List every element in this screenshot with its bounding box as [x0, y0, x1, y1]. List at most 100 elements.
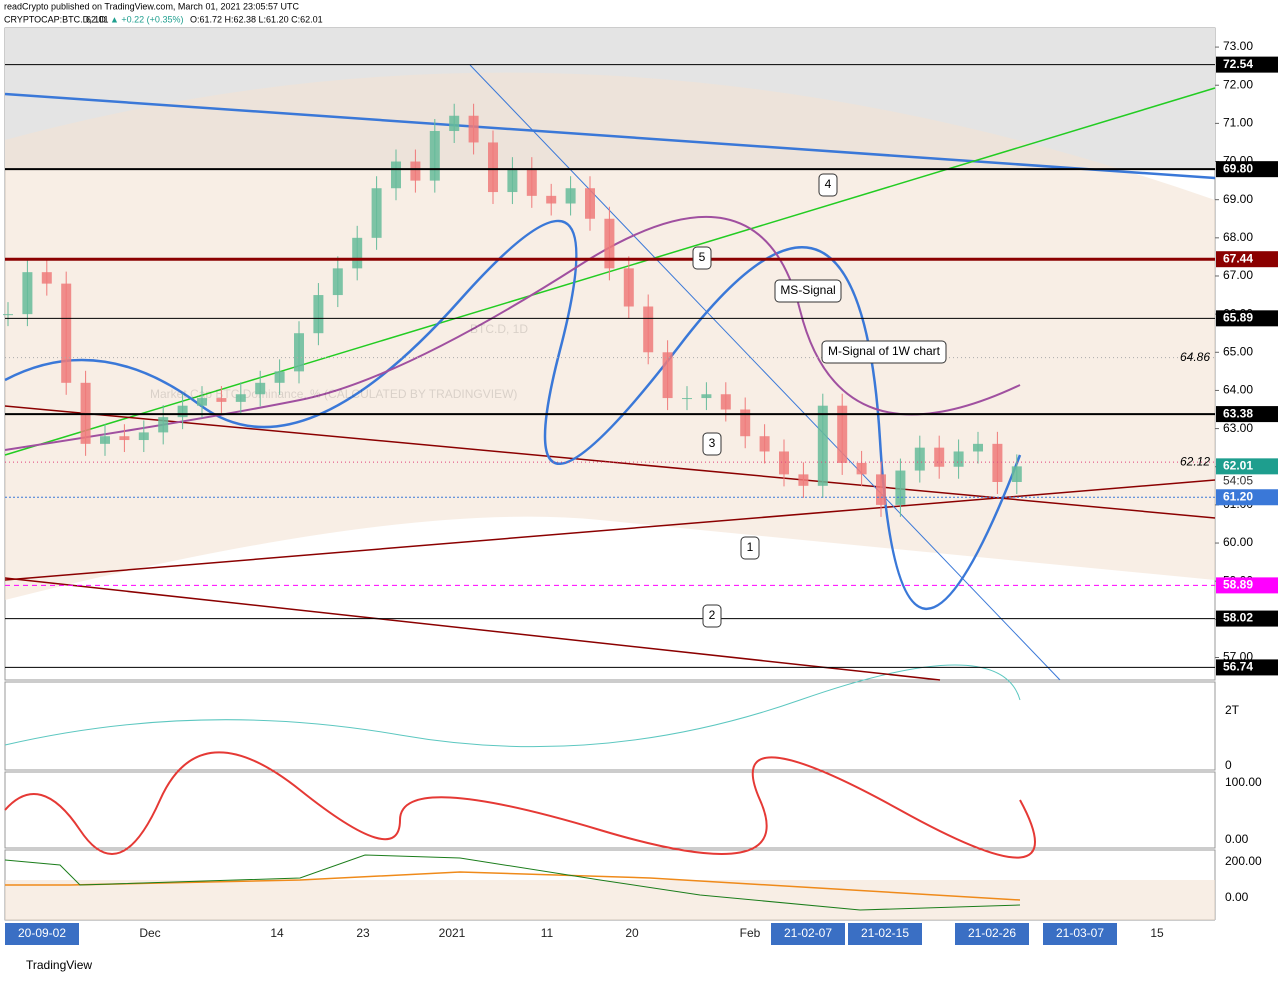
callout: [818, 173, 838, 197]
candle: [992, 443, 1003, 482]
candle: [449, 115, 460, 132]
candle: [779, 451, 789, 475]
price-label-bg: [1216, 610, 1278, 627]
band: [5, 72, 1215, 600]
symbol: CRYPTOCAP:BTC.D, 1D: [4, 14, 106, 24]
y-tick-label: 73.00: [1223, 39, 1253, 53]
price-label-bg: [1216, 56, 1278, 73]
candle: [720, 394, 731, 410]
candle: [895, 470, 906, 505]
y-tick-label: 65.00: [1223, 344, 1253, 358]
x-label: 11: [541, 926, 554, 940]
callout-text: 3: [709, 436, 716, 450]
price-label-bg: [1216, 458, 1278, 475]
price-label: 65.89: [1223, 311, 1253, 325]
price-label-bg: [1216, 406, 1278, 423]
footer: TradingView: [26, 958, 92, 972]
x-label: 21-02-07: [784, 926, 832, 940]
oscillator-line: [4, 751, 1036, 859]
price-label: 58.02: [1223, 611, 1253, 625]
candle: [623, 268, 634, 307]
callout: [702, 604, 722, 628]
price-label: 69.80: [1223, 161, 1253, 175]
panel-label: 0: [1225, 758, 1232, 772]
date-box: [771, 923, 845, 945]
candle: [798, 474, 809, 486]
callout-text: 5: [699, 250, 706, 264]
candle: [934, 447, 945, 467]
candle: [138, 432, 149, 441]
candle: [1011, 466, 1022, 482]
panel-label: 0.00: [1225, 890, 1249, 904]
candle: [197, 398, 207, 406]
price-label: 61.20: [1223, 489, 1253, 503]
x-label: 21-02-15: [861, 926, 909, 940]
price-label: 62.01: [1223, 459, 1253, 473]
candle: [643, 306, 654, 353]
y-tick-label: 68.00: [1223, 230, 1253, 244]
callout: [774, 279, 842, 303]
price-label: 63.38: [1223, 406, 1253, 420]
price-label-bg: [1216, 161, 1278, 178]
candle: [294, 333, 304, 372]
date-box: [848, 923, 922, 945]
candle: [837, 405, 848, 463]
corner: [1215, 920, 1280, 950]
candle: [856, 462, 867, 475]
callout: [821, 340, 947, 364]
y-tick-label: 63.00: [1223, 421, 1253, 435]
candle: [488, 142, 498, 193]
callout: [740, 536, 760, 560]
y-tick-label: 60.00: [1223, 535, 1253, 549]
last-price: 62.01: [86, 14, 109, 24]
candle: [914, 447, 925, 471]
candle: [100, 436, 110, 444]
x-label: 2021: [439, 926, 466, 940]
date-box: [5, 923, 79, 945]
countdown: 54:05: [1223, 474, 1253, 488]
candle: [410, 161, 421, 181]
candle: [352, 237, 363, 269]
candle: [604, 218, 615, 269]
indicator-line: [4, 664, 1021, 748]
candle: [429, 131, 440, 181]
price-label-bg: [1216, 489, 1278, 506]
x-label: Dec: [139, 926, 160, 940]
callout: [702, 432, 722, 456]
candle: [177, 405, 188, 418]
trend-line: [4, 92, 1216, 180]
x-label: 20-09-02: [18, 926, 66, 940]
ohlc: O:61.72 H:62.38 L:61.20 C:62.01: [190, 14, 323, 24]
price-label: 67.44: [1223, 251, 1253, 265]
candle: [274, 371, 285, 383]
candle: [682, 398, 692, 400]
watermark-symbol: BTC.D, 1D: [470, 322, 528, 336]
y-tick-label: 72.00: [1223, 77, 1253, 91]
price-note: 64.86: [1180, 350, 1210, 364]
callout-text: M-Signal of 1W chart: [828, 344, 941, 358]
candle: [662, 352, 673, 399]
price-label: 58.89: [1223, 578, 1253, 592]
candle: [158, 417, 169, 433]
candle: [119, 436, 130, 441]
candle: [371, 188, 382, 238]
candle: [61, 283, 72, 383]
candle: [216, 398, 227, 402]
callout-text: MS-Signal: [780, 283, 835, 297]
candle: [391, 161, 401, 189]
candle: [3, 314, 13, 316]
y-tick-label: 67.00: [1223, 268, 1253, 282]
trend-line: [4, 479, 1216, 581]
panel-label: 2T: [1225, 703, 1240, 717]
candle: [507, 169, 518, 193]
candle: [817, 405, 828, 486]
candle: [22, 272, 33, 315]
price-label: 56.74: [1223, 660, 1253, 674]
candle: [468, 115, 479, 143]
x-label: 21-02-26: [968, 926, 1016, 940]
price-label-bg: [1216, 251, 1278, 268]
indicator-line-2: [5, 871, 1021, 901]
candle: [255, 382, 266, 395]
